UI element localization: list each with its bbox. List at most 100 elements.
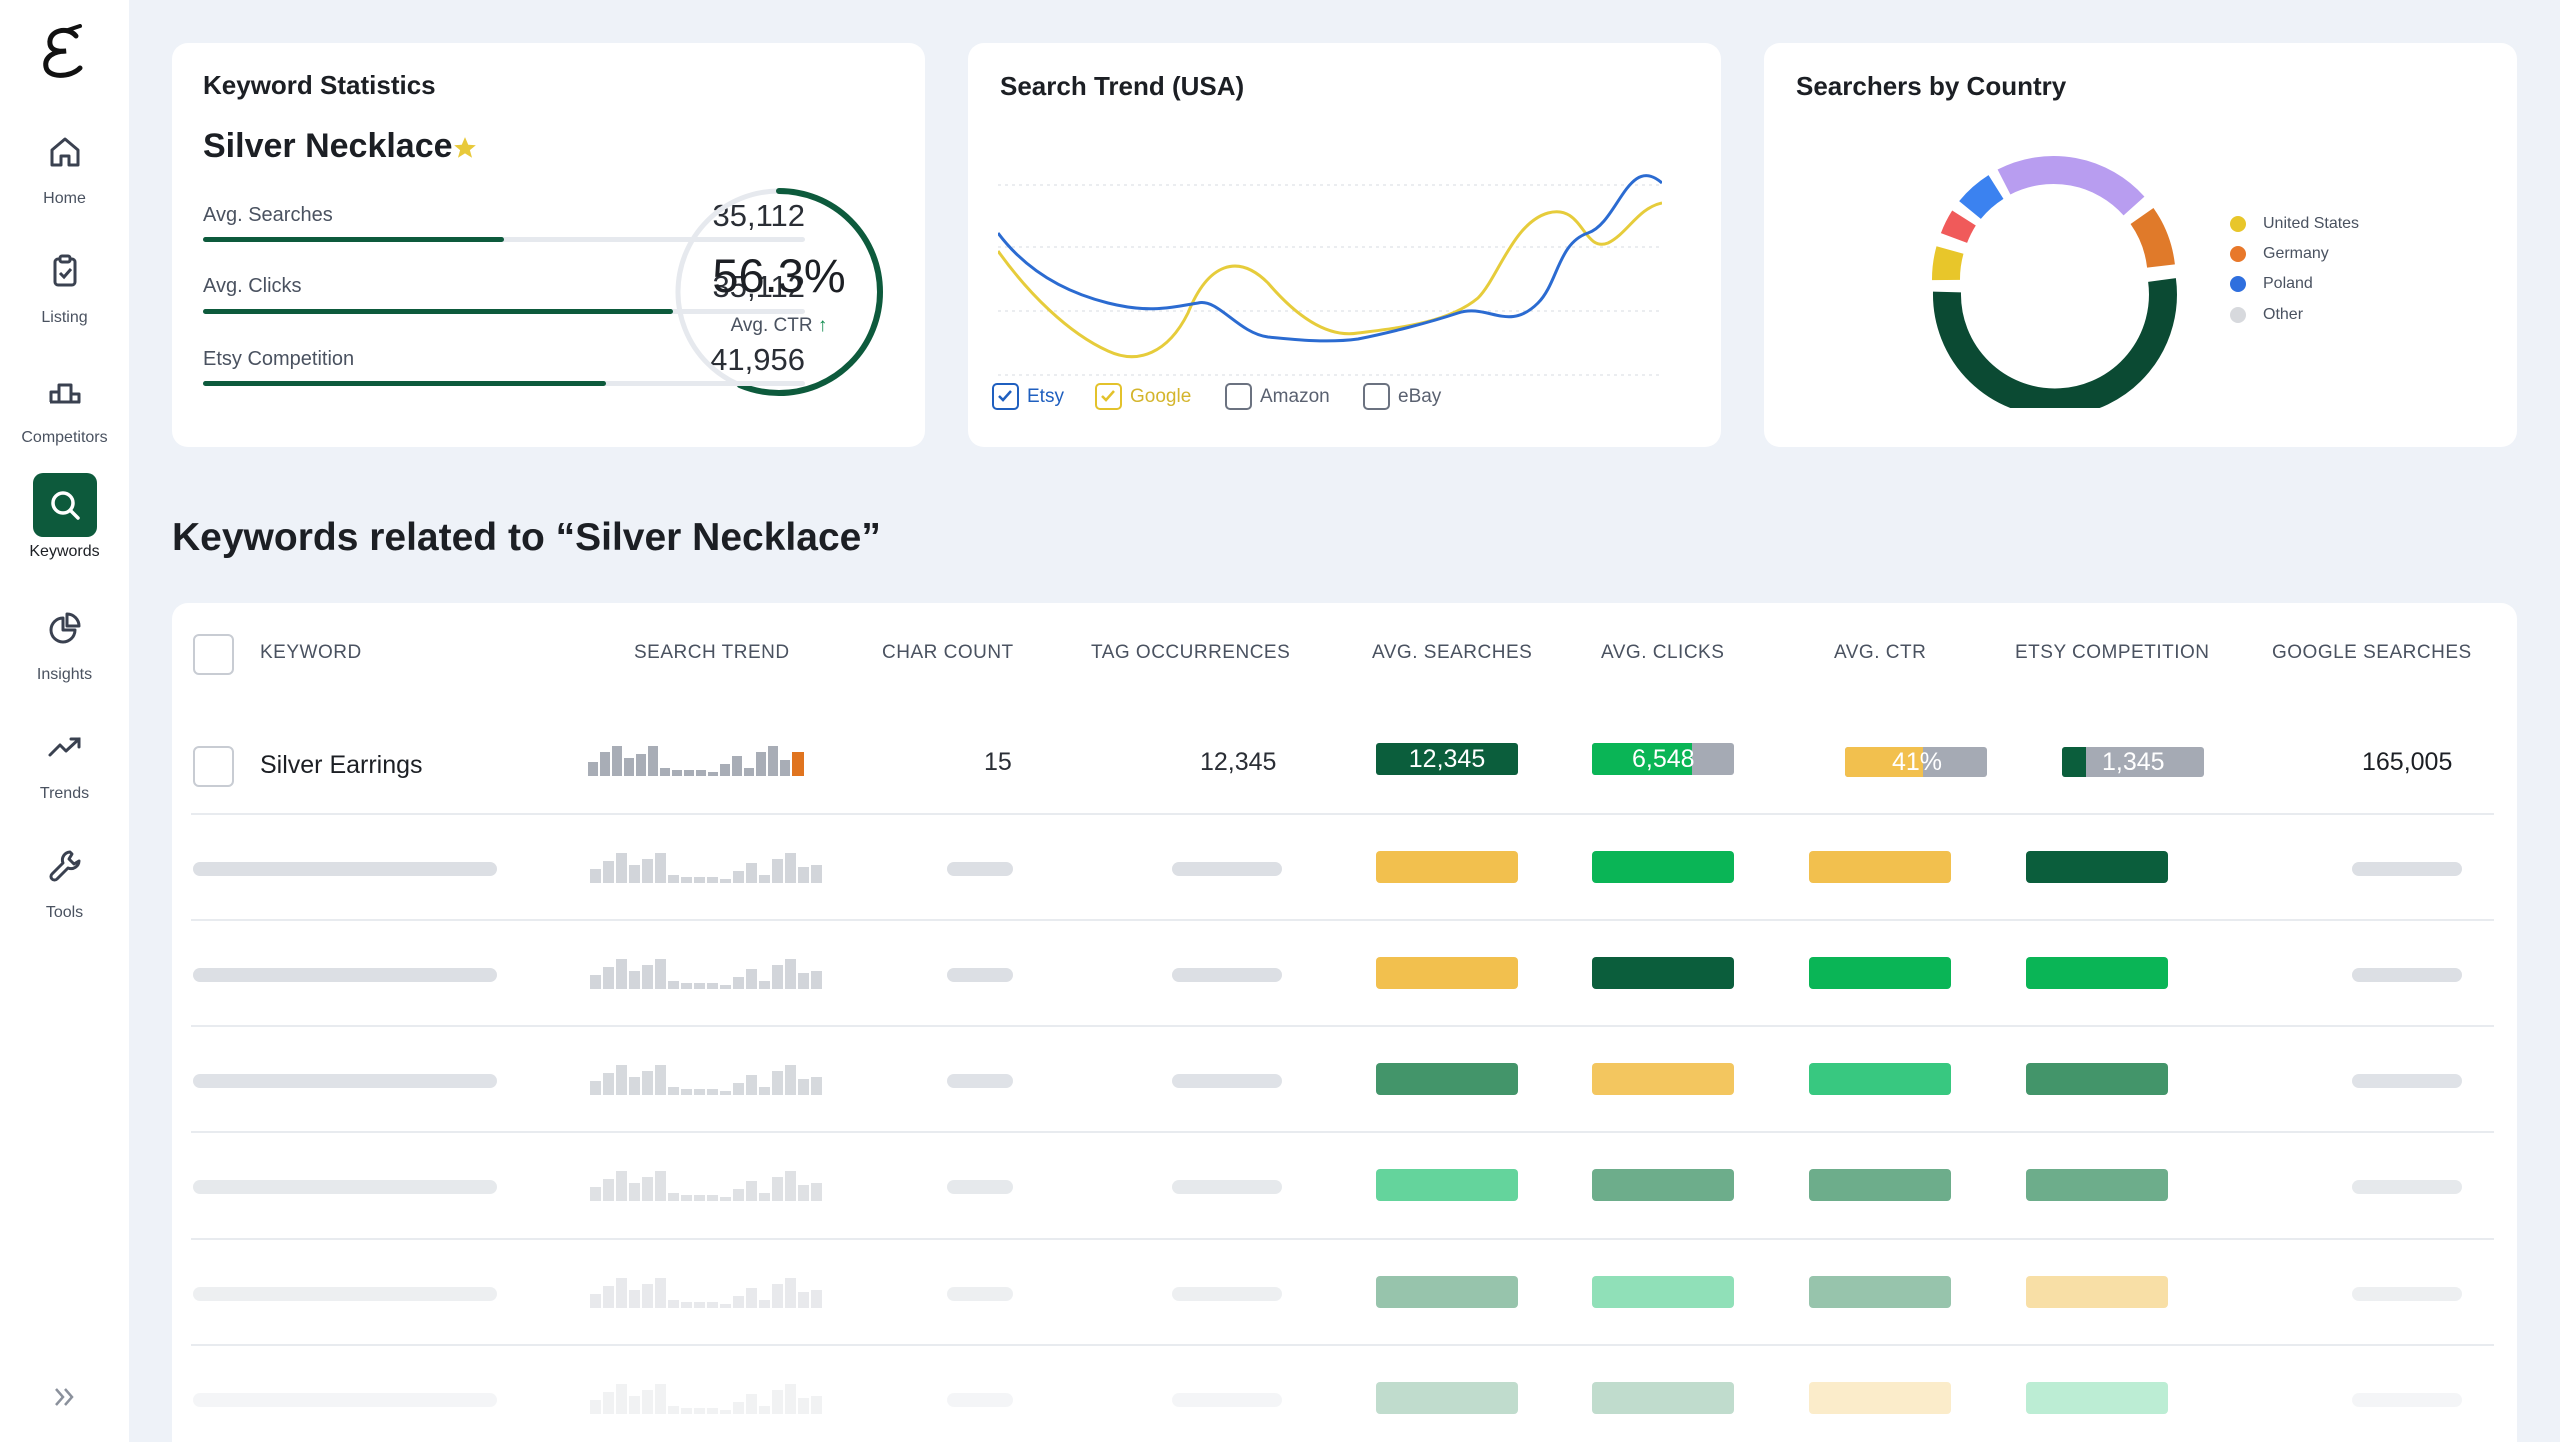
th-avg-searches[interactable]: AVG. SEARCHES	[1372, 642, 1533, 663]
arrow-up-icon: ↑	[817, 315, 828, 336]
favorite-star-icon[interactable]	[452, 135, 478, 161]
skeleton-spark-bar	[681, 1302, 692, 1308]
th-keyword[interactable]: KEYWORD	[260, 642, 362, 663]
home-icon	[33, 120, 97, 184]
row-google-searches: 165,005	[2362, 748, 2453, 776]
skeleton-spark-bar	[616, 1384, 627, 1414]
skeleton-metric-bar	[1592, 851, 1734, 883]
select-all-checkbox[interactable]	[193, 634, 234, 675]
skeleton-spark-bar	[772, 859, 783, 883]
skeleton-spark-bar	[746, 1288, 757, 1308]
skeleton-spark-bar	[785, 853, 796, 883]
skeleton-spark-bar	[798, 973, 809, 989]
keyword-title: Silver Necklace	[203, 127, 453, 165]
skeleton-spark-bar	[590, 1400, 601, 1414]
skeleton-spark-bar	[720, 985, 731, 989]
row-keyword[interactable]: Silver Earrings	[260, 751, 423, 779]
skeleton-metric-bar	[1809, 957, 1951, 989]
nav-competitors[interactable]: Competitors	[0, 359, 129, 469]
th-tag-occurrences[interactable]: TAG OCCURRENCES	[1091, 642, 1291, 663]
skeleton-metric-bar	[1592, 1276, 1734, 1308]
skeleton-spark-bar	[707, 1302, 718, 1308]
th-etsy-competition[interactable]: ETSY COMPETITION	[2015, 642, 2210, 663]
related-keywords-heading: Keywords related to “Silver Necklace”	[172, 516, 881, 559]
skeleton-spark-bar	[668, 1300, 679, 1308]
skeleton-google-searches	[2352, 1180, 2462, 1194]
th-avg-clicks[interactable]: AVG. CLICKS	[1601, 642, 1725, 663]
skeleton-spark-bar	[668, 1193, 679, 1201]
skeleton-keyword	[193, 1180, 497, 1194]
filter-ebay[interactable]: eBay	[1363, 383, 1441, 410]
row-checkbox[interactable]	[193, 746, 234, 787]
nav-home[interactable]: Home	[0, 120, 129, 230]
skeleton-spark-bar	[746, 1181, 757, 1201]
skeleton-metric-bar	[2026, 1063, 2168, 1095]
th-char-count[interactable]: CHAR COUNT	[882, 642, 1014, 663]
filter-etsy[interactable]: Etsy	[992, 383, 1064, 410]
checkbox-unchecked-icon[interactable]	[1363, 383, 1390, 410]
nav-keywords[interactable]: Keywords	[0, 473, 129, 583]
nav-tools[interactable]: Tools	[0, 834, 129, 944]
legend-dot	[2230, 216, 2246, 232]
skeleton-spark-bar	[720, 1197, 731, 1201]
skeleton-metric-bar	[1809, 851, 1951, 883]
skeleton-char-count	[947, 1180, 1013, 1194]
row-tag-occurrences: 12,345	[1200, 748, 1277, 776]
legend-label: United States	[2263, 215, 2360, 232]
nav-insights-label: Insights	[36, 666, 93, 683]
skeleton-spark-bar	[590, 1187, 601, 1201]
skeleton-spark-bar	[785, 1171, 796, 1201]
skeleton-spark-bar	[616, 959, 627, 989]
skeleton-spark-bar	[629, 1290, 640, 1308]
skeleton-spark-bar	[720, 1304, 731, 1308]
row-char-count: 15	[984, 748, 1012, 776]
nav-insights[interactable]: Insights	[0, 596, 129, 706]
nav-trends-label: Trends	[39, 785, 90, 802]
skeleton-tag-occurrences	[1172, 1287, 1282, 1301]
nav-listing[interactable]: Listing	[0, 239, 129, 349]
filter-amazon[interactable]: Amazon	[1225, 383, 1330, 410]
th-avg-ctr[interactable]: AVG. CTR	[1834, 642, 1927, 663]
ctr-label-wrap: Avg. CTR ↑	[672, 315, 886, 337]
skeleton-metric-bar	[1376, 1063, 1518, 1095]
legend-poland: Poland	[2230, 275, 2313, 293]
skeleton-spark-bar	[681, 983, 692, 989]
checkbox-checked-icon[interactable]	[992, 383, 1019, 410]
checkbox-checked-icon[interactable]	[1095, 383, 1122, 410]
skeleton-spark-bar	[655, 1278, 666, 1308]
nav-trends[interactable]: Trends	[0, 715, 129, 825]
clipboard-icon	[33, 239, 97, 303]
skeleton-spark-bar	[694, 983, 705, 989]
app-logo[interactable]	[40, 24, 90, 82]
skeleton-spark-bar	[590, 869, 601, 883]
th-google-searches[interactable]: GOOGLE SEARCHES	[2272, 642, 2472, 663]
skeleton-spark-bar	[629, 865, 640, 883]
skeleton-spark-bar	[759, 981, 770, 989]
skeleton-keyword	[193, 862, 497, 876]
skeleton-spark-bar	[798, 1079, 809, 1095]
skeleton-spark-bar	[707, 1195, 718, 1201]
th-search-trend[interactable]: SEARCH TREND	[634, 642, 790, 663]
skeleton-google-searches	[2352, 1287, 2462, 1301]
skeleton-spark-bar	[681, 1195, 692, 1201]
skeleton-spark-bar	[746, 1075, 757, 1095]
skeleton-spark-bar	[772, 1177, 783, 1201]
skeleton-spark-bar	[720, 879, 731, 883]
skeleton-keyword	[193, 1074, 497, 1088]
trend-line-chart	[998, 174, 1662, 376]
skeleton-spark-bar	[785, 1384, 796, 1414]
legend-label: Poland	[2263, 275, 2313, 292]
donut-slice-poland	[1959, 175, 2004, 220]
checkbox-unchecked-icon[interactable]	[1225, 383, 1252, 410]
skeleton-spark-bar	[811, 1077, 822, 1095]
skeleton-spark-bar	[707, 983, 718, 989]
skeleton-google-searches	[2352, 1074, 2462, 1088]
stat-label: Etsy Competition	[203, 348, 355, 370]
expand-sidebar-icon[interactable]	[50, 1382, 80, 1412]
skeleton-keyword	[193, 1393, 497, 1407]
donut-slice-germany	[2130, 207, 2175, 269]
filter-google[interactable]: Google	[1095, 383, 1191, 410]
row-divider	[191, 919, 2494, 921]
skeleton-spark-bar	[642, 859, 653, 883]
wrench-icon	[33, 834, 97, 898]
